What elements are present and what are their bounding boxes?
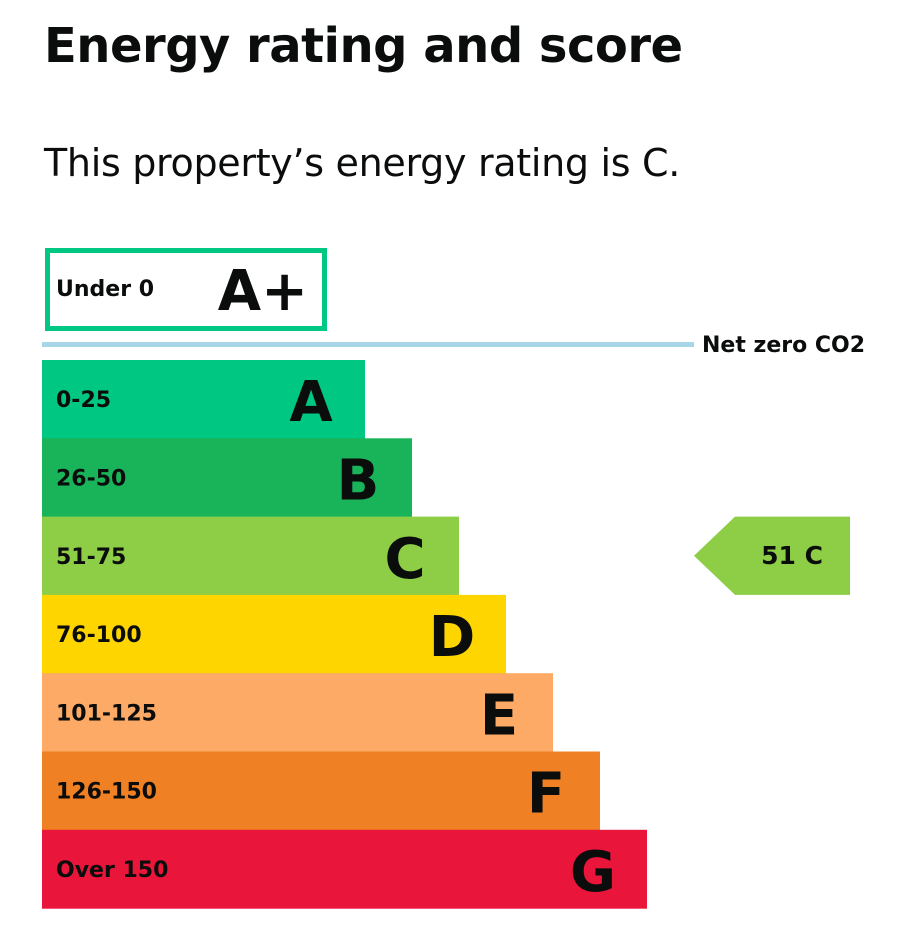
current-rating-arrow — [694, 516, 850, 595]
range-label-g: Over 150 — [56, 858, 168, 883]
band-letter-g: G — [570, 840, 616, 905]
band-g — [42, 829, 647, 909]
band-b — [42, 438, 412, 518]
band-a-plus — [45, 248, 327, 331]
band-letter-d: D — [429, 605, 475, 670]
band-e — [42, 673, 553, 753]
page-title: Energy rating and score — [44, 18, 683, 74]
band-letter-c: C — [384, 527, 425, 592]
band-a — [42, 360, 365, 439]
current-rating-label: 51 C — [761, 541, 823, 570]
range-label-f: 126-150 — [56, 780, 157, 805]
range-label-a-plus: Under 0 — [56, 277, 154, 302]
range-label-a: 0-25 — [56, 388, 111, 413]
band-letter-b: B — [337, 448, 380, 513]
net-zero-label: Net zero CO2 — [702, 333, 865, 358]
band-f — [42, 751, 600, 831]
band-c — [42, 516, 459, 596]
band-d — [42, 594, 506, 674]
range-label-d: 76-100 — [56, 623, 142, 648]
band-letter-f: F — [527, 762, 565, 827]
range-label-c: 51-75 — [56, 545, 126, 570]
range-label-b: 26-50 — [56, 466, 126, 491]
rating-summary: This property’s energy rating is C. — [44, 141, 681, 185]
range-label-e: 101-125 — [56, 701, 157, 726]
band-letter-e: E — [480, 683, 518, 748]
band-letter-a-plus: A+ — [218, 259, 308, 324]
band-letter-a: A — [289, 370, 333, 435]
